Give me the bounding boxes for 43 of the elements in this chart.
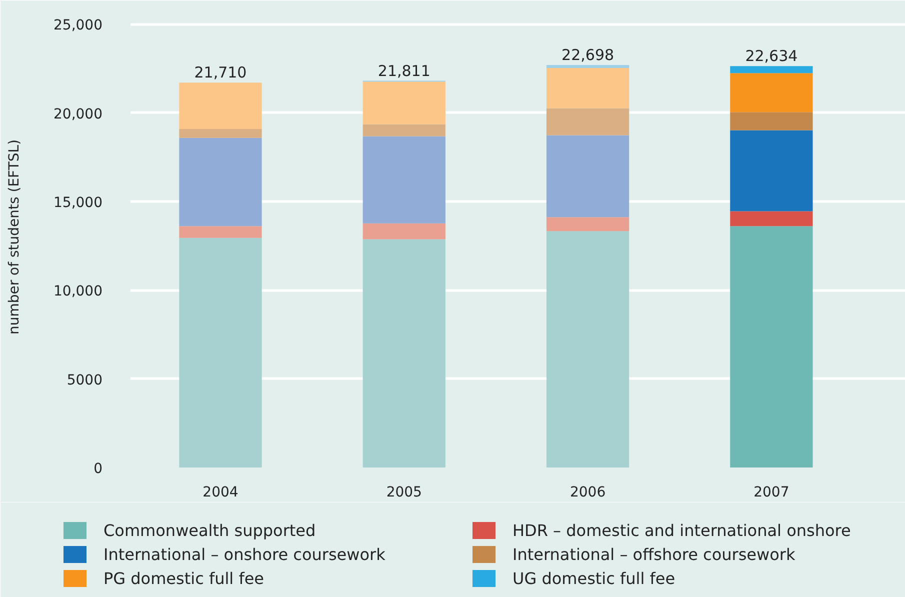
total-label: 21,710 bbox=[194, 64, 247, 82]
bar bbox=[546, 231, 630, 468]
bar bbox=[362, 124, 446, 136]
total-label: 22,634 bbox=[745, 47, 798, 66]
bar bbox=[730, 211, 813, 226]
bar bbox=[546, 217, 630, 232]
bar bbox=[362, 136, 446, 224]
bar bbox=[179, 226, 262, 238]
bar bbox=[546, 135, 630, 218]
legend-label: HDR – domestic and international onshore bbox=[512, 521, 851, 540]
legend-label: International – onshore coursework bbox=[104, 545, 386, 564]
bar bbox=[546, 65, 630, 68]
y-tick-label: 10,000 bbox=[54, 284, 103, 300]
x-tick-label: 2004 bbox=[202, 484, 238, 500]
legend-label: UG domestic full fee bbox=[512, 569, 676, 588]
bar bbox=[730, 112, 813, 130]
total-label: 21,811 bbox=[378, 62, 430, 80]
bar bbox=[546, 108, 630, 136]
bar bbox=[362, 82, 446, 124]
bar bbox=[730, 73, 813, 112]
bar bbox=[546, 68, 630, 108]
x-tick-label: 2006 bbox=[570, 484, 606, 500]
bar bbox=[730, 226, 813, 468]
bar bbox=[179, 129, 262, 138]
y-axis-title: number of students (EFTSL) bbox=[6, 139, 23, 335]
legend-label: Commonwealth supported bbox=[104, 521, 316, 540]
y-tick-label: 15,000 bbox=[54, 195, 103, 212]
y-tick-label: 5000 bbox=[66, 372, 103, 388]
bar bbox=[179, 82, 262, 130]
bar bbox=[730, 66, 813, 74]
bar bbox=[730, 130, 813, 212]
bar bbox=[362, 223, 446, 240]
bar bbox=[362, 239, 446, 468]
x-tick-label: 2005 bbox=[386, 484, 422, 500]
total-label: 22,698 bbox=[562, 46, 614, 64]
bar bbox=[179, 138, 262, 226]
y-tick-label: 0 bbox=[94, 461, 103, 477]
legend-label: International – offshore coursework bbox=[512, 545, 796, 564]
x-tick-label: 2007 bbox=[754, 484, 790, 500]
bar bbox=[179, 238, 262, 468]
y-tick-label: 20,000 bbox=[54, 106, 103, 122]
legend-label: PG domestic full fee bbox=[104, 569, 264, 588]
y-tick-label: 25,000 bbox=[54, 18, 103, 34]
